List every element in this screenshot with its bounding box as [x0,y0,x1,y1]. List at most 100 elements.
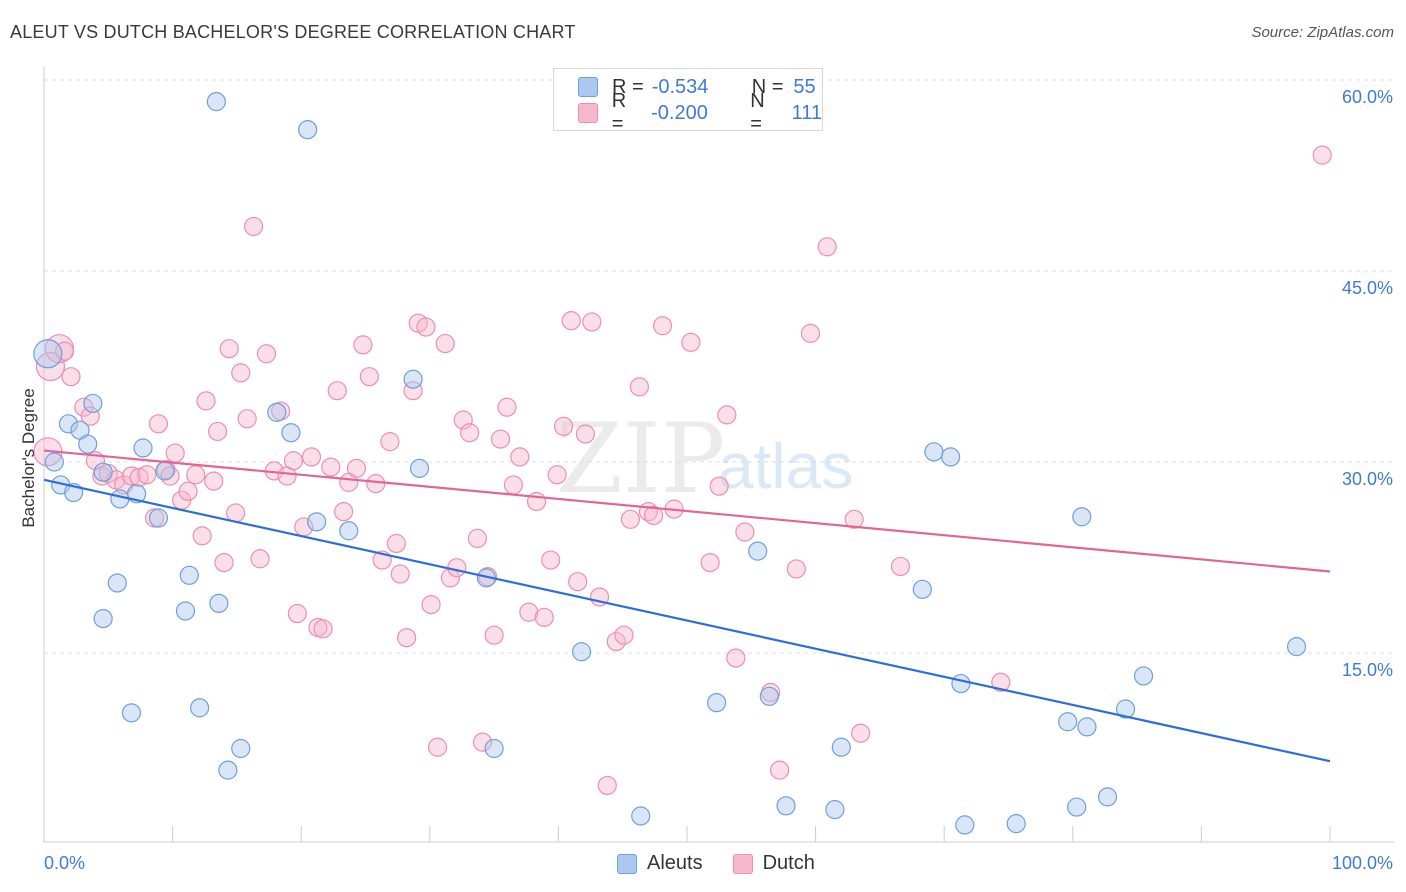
aleuts-point [190,698,210,718]
y-tick-label: 60.0% [1342,87,1393,107]
aleuts-point [403,369,423,389]
y-tick-label: 15.0% [1342,660,1393,680]
aleuts-point [1058,712,1078,732]
dutch-point [390,564,410,584]
aleut-swatch [617,853,637,874]
aleuts-point [941,447,961,467]
dutch-point [283,451,304,471]
aleuts-point [1133,666,1154,686]
dutch-swatch [578,103,598,123]
stats-legend: R = -0.534 N = 55 R = -0.200 N = 111 [553,68,823,135]
dutch-point [561,311,581,331]
dutch-points [33,145,1332,796]
aleuts-point [218,760,238,780]
dutch-point [709,476,729,496]
dutch-swatch [732,853,753,874]
dutch-point [681,332,701,352]
n-value: 111 [791,101,822,124]
aleuts-point [748,541,768,561]
dutch-point [510,447,530,467]
aleuts-point [78,434,98,454]
aleuts-point [706,693,727,713]
dutch-point [643,505,664,526]
dutch-point [817,237,837,257]
dutch-point [614,625,634,645]
dutch-point [717,405,737,425]
dutch-point [196,391,216,411]
dutch-point [786,559,806,579]
aleuts-point [93,609,113,629]
aleuts-point [631,806,651,826]
aleuts-point [148,508,169,528]
aleuts-point [1286,637,1307,657]
dutch-point [287,603,307,624]
aleuts-point [267,402,287,422]
dutch-point [800,323,821,343]
aleut-points [33,92,1307,835]
aleuts-point [1115,699,1136,719]
dutch-point [851,723,871,743]
dutch-point [359,367,379,387]
dutch-point [61,367,81,387]
aleuts-point [924,442,944,462]
legend-label-dutch: Dutch [762,852,815,874]
dutch-point [700,552,720,573]
aleuts-point [955,815,975,835]
n-label: N = [751,75,784,98]
dutch-point [327,381,347,401]
dutch-point [606,631,626,652]
dutch-point [366,474,386,494]
n-value: 55 [793,75,816,98]
y-tick-label: 30.0% [1342,469,1393,489]
dutch-point [256,344,277,364]
dutch-point [503,475,523,495]
axes [43,66,1394,843]
dutch-point [427,737,448,757]
dutch-point [380,432,400,452]
dutch-point [214,552,234,573]
y-tick-labels: 15.0% 30.0% 45.0% 60.0% [1342,87,1393,680]
dutch-point [553,416,574,436]
aleuts-point [307,512,327,532]
aleuts-point [776,796,796,816]
aleuts-point [825,800,845,820]
aleuts-point [179,565,199,585]
aleuts-point [1077,717,1097,737]
legend-row-aleuts: R = -0.534 N = 55 [578,75,816,99]
dutch-point [192,526,212,546]
chart-title: ALEUT VS DUTCH BACHELOR'S DEGREE CORRELA… [10,22,576,42]
dutch-point [519,602,539,622]
dutch-point [313,619,333,639]
aleuts-point [298,120,318,140]
aleut-swatch [578,77,598,97]
aleuts-point [58,414,79,434]
dutch-point [137,465,157,485]
aleuts-point [1006,814,1026,834]
dutch-point [237,409,257,429]
aleuts-point [206,92,226,112]
dutch-point [231,363,251,383]
legend-label-aleuts: Aleuts [647,852,703,874]
dutch-point [121,466,142,486]
dutch-point [421,595,441,615]
dutch-point [844,509,864,529]
dutch-point [575,424,596,444]
dutch-point [726,648,746,668]
dutch-point [497,397,517,417]
aleuts-point [951,673,971,694]
dutch-point [178,481,198,501]
legend-item-dutch: Dutch [732,852,815,875]
dutch-point [129,467,149,487]
aleuts-point [83,393,103,414]
dutch-point [160,466,180,486]
dutch-point [568,572,588,592]
dutch-point [582,312,602,332]
dutch-point [334,502,354,522]
aleuts-point [121,703,142,723]
aleuts-point [175,601,196,621]
dutch-point [226,503,246,523]
dutch-point [467,528,487,549]
dutch-point [250,549,270,569]
r-value: -0.534 [651,75,709,98]
